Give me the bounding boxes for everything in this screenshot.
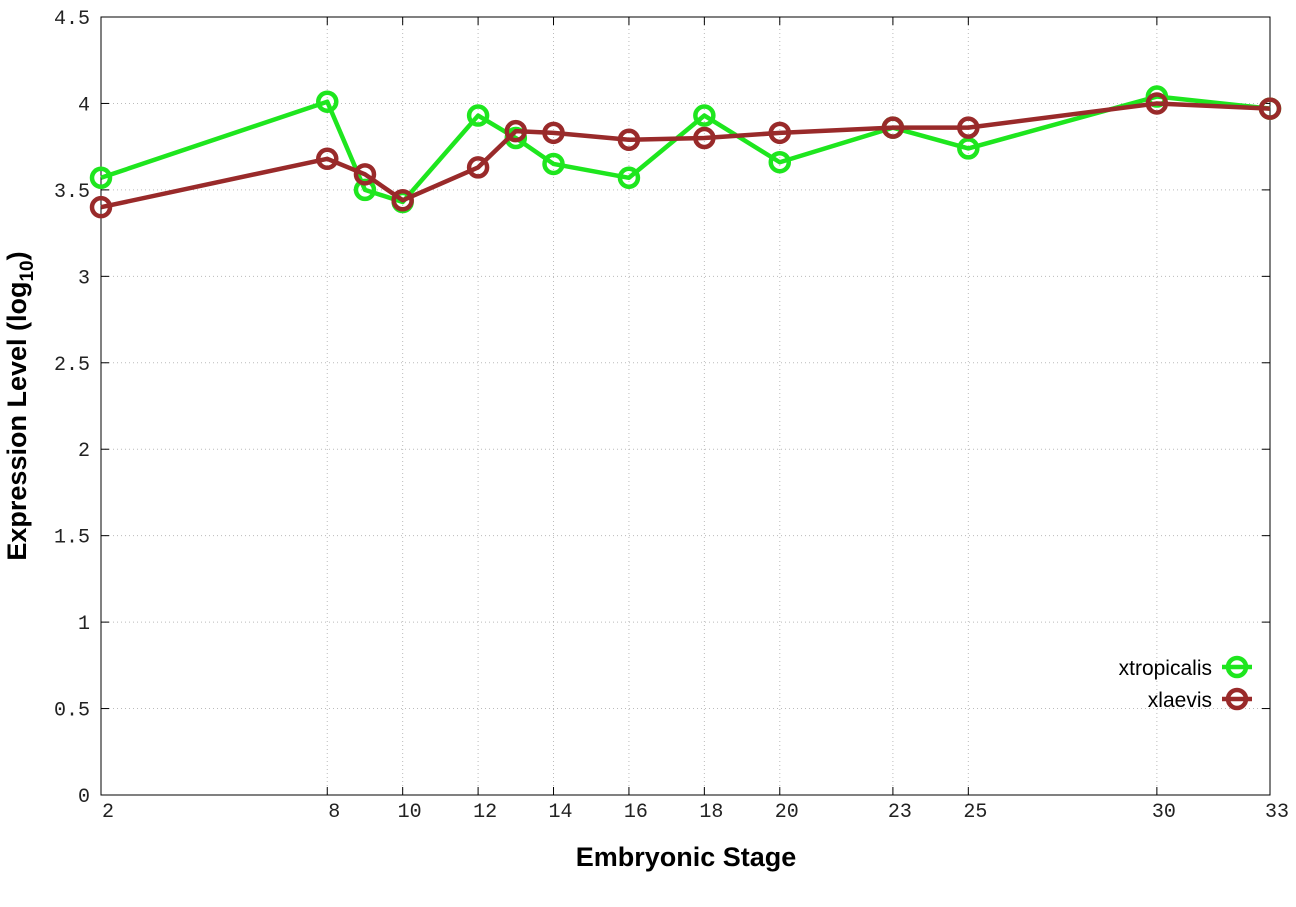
x-tick-label: 14 — [549, 801, 573, 824]
data-point — [89, 166, 113, 190]
y-tick-label: 4 — [78, 94, 90, 117]
data-point — [693, 126, 716, 150]
data-point — [353, 163, 377, 186]
data-point — [1145, 92, 1169, 115]
series-line — [100, 94, 1271, 205]
plot-border — [100, 16, 1271, 796]
data-point — [617, 128, 641, 152]
data-point — [316, 90, 339, 113]
data-point — [391, 189, 414, 212]
x-tick-label: 8 — [328, 801, 340, 824]
data-point — [693, 104, 716, 127]
x-axis-title: Embryonic Stage — [576, 842, 797, 872]
data-point — [353, 178, 377, 202]
y-tick-label: 3 — [78, 267, 90, 290]
data-point — [957, 137, 980, 160]
y-tick-label: 2 — [78, 440, 90, 463]
legend-marker — [1225, 655, 1249, 679]
data-point — [89, 195, 113, 219]
y-tick-label: 1.5 — [54, 527, 90, 550]
data-point — [504, 119, 528, 143]
y-tick-label: 4.5 — [54, 8, 90, 31]
legend-label: xlaevis — [1148, 689, 1212, 712]
y-axis-title-suffix: ) — [2, 251, 32, 260]
data-point — [617, 166, 641, 190]
y-tick-label: 2.5 — [54, 354, 90, 377]
x-tick-label: 23 — [888, 801, 912, 824]
legend-marker — [1225, 687, 1249, 711]
x-tick-label: 10 — [398, 801, 422, 824]
data-point — [316, 147, 339, 171]
x-tick-label: 25 — [963, 801, 987, 824]
x-tick-label: 16 — [624, 801, 648, 824]
x-tick-label: 20 — [775, 801, 799, 824]
data-point — [881, 116, 905, 139]
data-point — [768, 150, 792, 174]
y-tick-label: 1 — [78, 613, 90, 636]
x-tick-label: 12 — [473, 801, 497, 824]
data-point — [1258, 97, 1282, 120]
y-axis-title-subscript: 10 — [17, 260, 38, 281]
data-point — [957, 116, 980, 139]
x-tick-label: 2 — [102, 801, 114, 824]
data-point — [542, 121, 565, 145]
data-point — [466, 156, 490, 179]
data-point — [466, 104, 490, 127]
y-tick-label: 3.5 — [54, 181, 90, 204]
x-tick-label: 18 — [699, 801, 723, 824]
x-tick-label: 30 — [1152, 801, 1176, 824]
data-point — [542, 152, 565, 176]
y-axis-title-text: Expression Level (log — [2, 282, 32, 561]
data-point — [768, 121, 792, 145]
y-tick-label: 0.5 — [54, 700, 90, 723]
legend-label: xtropicalis — [1119, 657, 1212, 680]
x-tick-label: 33 — [1265, 801, 1289, 824]
y-axis-title: Expression Level (log10) — [2, 251, 38, 560]
y-tick-label: 0 — [78, 786, 90, 809]
